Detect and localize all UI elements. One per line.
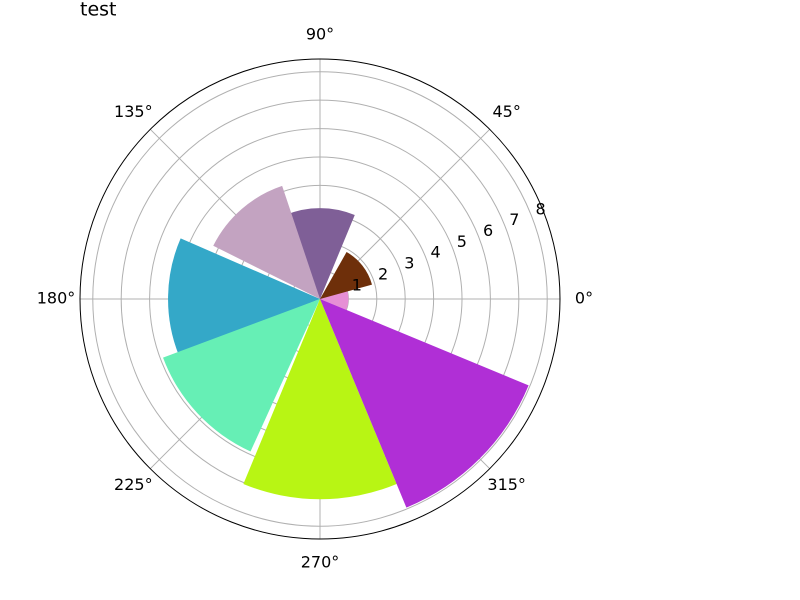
outer-frame <box>79 58 561 540</box>
angle-tick-label: 90° <box>306 25 334 44</box>
angle-tick-label: 270° <box>301 553 340 572</box>
radial-tick-label: 5 <box>457 232 467 251</box>
bar <box>168 238 320 355</box>
radial-tick-label: 6 <box>483 221 493 240</box>
angle-tick-label: 180° <box>37 289 76 308</box>
angle-tick-label: 135° <box>114 102 153 121</box>
radial-tick-label: 8 <box>535 199 545 218</box>
bar <box>320 299 529 508</box>
bar <box>213 185 320 299</box>
bar <box>320 288 349 310</box>
bar <box>163 299 320 452</box>
radial-tick-label: 1 <box>352 275 362 294</box>
radial-tick-label: 3 <box>404 254 414 273</box>
bar <box>285 208 355 299</box>
angle-tick-label: 225° <box>114 475 153 494</box>
radial-tick-label: 2 <box>378 264 388 283</box>
radial-tick-label: 4 <box>431 243 441 262</box>
angle-tick-label: 0° <box>575 289 593 308</box>
bar <box>320 252 373 299</box>
angle-tick-label: 315° <box>487 475 526 494</box>
angle-tick-label: 45° <box>492 102 520 121</box>
bar <box>243 299 397 500</box>
chart-title: test <box>80 0 117 21</box>
radial-tick-label: 7 <box>509 210 519 229</box>
